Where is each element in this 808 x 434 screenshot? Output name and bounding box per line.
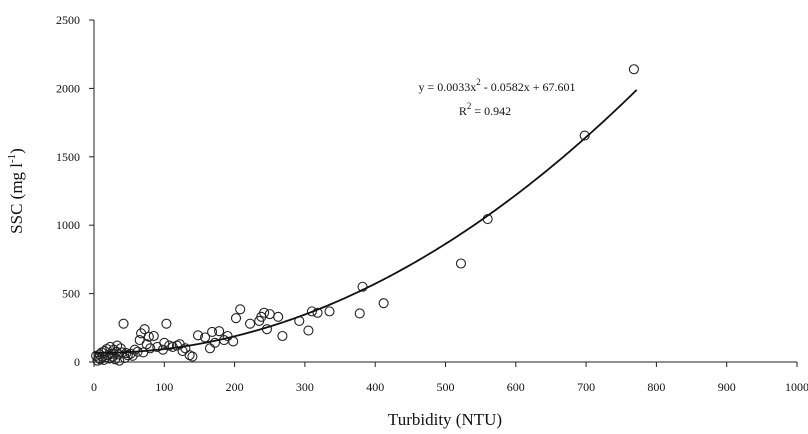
data-point bbox=[455, 258, 467, 269]
y-tick-label: 500 bbox=[62, 287, 80, 301]
y-tick-label: 1000 bbox=[56, 218, 80, 232]
equation-exponent: 2 bbox=[476, 77, 481, 87]
r-squared-text: R bbox=[459, 104, 467, 118]
r-squared-label: R2 = 0.942 bbox=[459, 101, 511, 118]
fit-curve bbox=[93, 89, 638, 354]
equation-text: y = 0.0033x bbox=[418, 80, 476, 94]
x-tick-label: 600 bbox=[507, 380, 525, 394]
data-point bbox=[235, 304, 246, 315]
x-tick-label: 800 bbox=[647, 380, 665, 394]
data-point bbox=[378, 298, 389, 309]
data-point bbox=[245, 318, 256, 329]
x-tick-label: 0 bbox=[91, 380, 97, 394]
y-axis-title-main: SSC (mg l bbox=[7, 163, 26, 234]
data-point bbox=[273, 311, 284, 322]
data-point bbox=[628, 64, 639, 75]
x-tick-label: 700 bbox=[577, 380, 595, 394]
data-point bbox=[204, 343, 216, 354]
data-point bbox=[118, 318, 129, 329]
data-point bbox=[264, 309, 275, 320]
data-point bbox=[207, 326, 218, 337]
data-point bbox=[161, 318, 172, 329]
data-point bbox=[148, 330, 159, 342]
y-tick-label: 0 bbox=[74, 355, 80, 369]
r-squared-value: = 0.942 bbox=[471, 104, 511, 118]
data-point bbox=[277, 330, 288, 342]
x-tick-label: 300 bbox=[296, 380, 314, 394]
x-tick-label: 1000 bbox=[785, 380, 808, 394]
data-point bbox=[303, 325, 314, 336]
equation-rest: - 0.0582x + 67.601 bbox=[481, 80, 576, 94]
data-point bbox=[105, 341, 116, 353]
x-tick-label: 400 bbox=[366, 380, 384, 394]
equation-label: y = 0.0033x2 - 0.0582x + 67.601 bbox=[418, 77, 575, 94]
data-points bbox=[91, 64, 639, 366]
y-tick-label: 2000 bbox=[56, 81, 80, 95]
x-tick-label: 900 bbox=[718, 380, 736, 394]
data-point bbox=[306, 306, 317, 317]
data-point bbox=[228, 336, 239, 347]
data-point bbox=[259, 307, 270, 318]
y-axis-title: SSC (mg l-1) bbox=[6, 148, 26, 234]
y-tick-label: 2500 bbox=[56, 13, 80, 27]
data-point bbox=[145, 343, 156, 354]
r-squared-exponent: 2 bbox=[467, 101, 472, 111]
x-tick-label: 500 bbox=[437, 380, 455, 394]
data-point bbox=[209, 337, 220, 348]
data-point bbox=[230, 313, 242, 324]
data-point bbox=[192, 330, 204, 341]
x-tick-label: 200 bbox=[226, 380, 244, 394]
y-axis-title-exponent: -1 bbox=[6, 154, 18, 163]
data-point bbox=[324, 306, 335, 317]
data-point bbox=[143, 331, 154, 342]
data-point bbox=[214, 326, 225, 337]
y-tick-label: 1500 bbox=[56, 150, 80, 164]
x-tick-label: 100 bbox=[155, 380, 173, 394]
data-point bbox=[139, 324, 150, 335]
x-axis-title: Turbidity (NTU) bbox=[388, 410, 502, 429]
y-axis-title-close: ) bbox=[7, 148, 26, 154]
x-axis: 0 100 200 300 400 500 600 700 800 900 1000 bbox=[91, 361, 808, 394]
data-point bbox=[187, 351, 198, 362]
y-axis: 0 500 1000 1500 2000 2500 bbox=[56, 13, 95, 369]
data-point bbox=[354, 308, 365, 319]
data-point bbox=[312, 307, 323, 318]
data-point bbox=[159, 337, 170, 348]
data-point bbox=[579, 130, 590, 141]
